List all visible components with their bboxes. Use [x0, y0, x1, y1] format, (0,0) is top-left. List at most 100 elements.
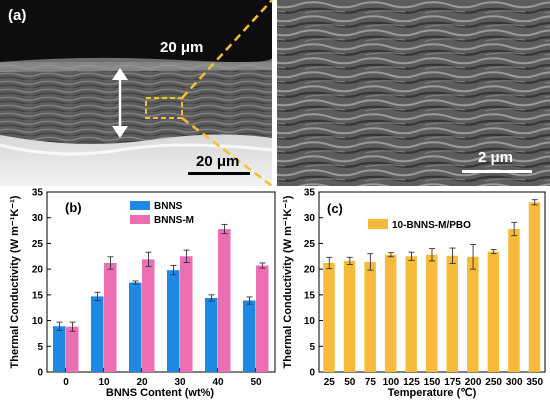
error-bar — [490, 249, 497, 255]
bar-bnns — [243, 300, 256, 372]
error-bar — [170, 265, 177, 276]
scale-label-top: 20 μm — [160, 39, 203, 56]
error-bar — [183, 249, 190, 263]
bar-10-bnns-m-pbo — [364, 261, 376, 372]
legend-label-10-bnns-m-pbo: 10-BNNS-M/PBO — [392, 220, 471, 231]
x-tick-label: 75 — [365, 377, 377, 388]
y-tick-label: 0 — [37, 368, 43, 379]
bar-bnns-m — [66, 326, 79, 372]
bar-bnns-m — [142, 259, 155, 372]
zoom-region-box — [145, 97, 183, 119]
y-tick-label: 30 — [32, 213, 44, 224]
chart-c: (c) 0 5 10 15 20 25 30 35 25 50 75 100 125 150 175 200… — [282, 188, 546, 399]
zoom-callout-line-bottom — [181, 117, 273, 187]
sem-image-zoom — [277, 0, 550, 186]
error-bar — [221, 223, 228, 235]
x-tick-label: 40 — [212, 377, 224, 388]
panel-a-label: (a) — [8, 7, 26, 24]
chart-c-ylabel: Thermal Conductivity (W m⁻¹K⁻¹) — [282, 195, 294, 368]
bar-10-bnns-m-pbo — [426, 254, 438, 372]
error-bar — [531, 199, 538, 206]
y-tick-label: 20 — [304, 265, 316, 276]
bar-10-bnns-m-pbo — [487, 251, 500, 372]
legend-swatch-bnns — [130, 201, 150, 210]
error-bar — [326, 256, 333, 270]
x-tick-label: 200 — [465, 377, 482, 388]
y-tick-label: 10 — [32, 316, 44, 327]
bar-bnns — [53, 326, 66, 372]
bar-10-bnns-m-pbo — [405, 256, 417, 372]
error-bar — [69, 321, 76, 332]
legend-swatch-10-bnns-m-pbo — [368, 219, 388, 229]
chart-c-panel-label: (c) — [327, 201, 343, 216]
error-bar — [208, 294, 215, 302]
bar-10-bnns-m-pbo — [384, 254, 397, 372]
y-tick-label: 30 — [304, 213, 316, 224]
error-bar — [56, 321, 63, 331]
bar-10-bnns-m-pbo — [528, 202, 541, 372]
chart-b-xlabel: BNNS Content (wt%) — [106, 387, 214, 399]
y-tick-label: 0 — [309, 368, 315, 379]
sem-image-cross-section — [0, 0, 273, 186]
bar-bnns-m — [180, 256, 193, 372]
x-tick-label: 300 — [506, 377, 523, 388]
bar-10-bnns-m-pbo — [508, 229, 520, 372]
y-tick-label: 25 — [32, 239, 44, 250]
error-bar — [408, 251, 415, 261]
x-tick-label: 175 — [444, 377, 461, 388]
bar-bnns — [129, 282, 142, 372]
y-tick-label: 35 — [304, 188, 316, 199]
error-bar — [429, 248, 435, 262]
chart-b-frame — [46, 191, 276, 373]
bar-bnns-m — [104, 262, 117, 372]
y-tick-label: 15 — [304, 290, 316, 301]
y-tick-label: 10 — [304, 316, 316, 327]
zoom-callout-line-top — [181, 0, 273, 99]
chart-b-panel-label: (b) — [65, 200, 82, 215]
bar-bnns-m — [218, 229, 231, 372]
x-tick-label: 10 — [98, 377, 110, 388]
chart-b-ylabel: Thermal Conductivity (W m⁻¹K⁻¹) — [9, 195, 21, 368]
error-bar — [132, 280, 139, 285]
bar-10-bnns-m-pbo — [446, 255, 459, 372]
bar-10-bnns-m-pbo — [323, 262, 335, 372]
error-bar — [145, 251, 152, 268]
bar-bnns — [205, 297, 218, 372]
x-tick-label: 150 — [424, 377, 441, 388]
bar-10-bnns-m-pbo — [467, 256, 479, 372]
chart-b: (b) 0 5 10 15 20 25 30 35 0 10 20 30 40 50 BNNS BNNS… — [9, 188, 276, 399]
legend-label-bnns-m: BNNS-M — [154, 215, 194, 226]
scale-bar-bottom — [188, 172, 250, 175]
x-tick-label: 250 — [485, 377, 502, 388]
chart-c-legend: 10-BNNS-M/PBO — [368, 219, 471, 231]
thickness-arrow — [112, 68, 128, 138]
error-bar — [94, 291, 101, 301]
x-tick-label: 50 — [344, 377, 356, 388]
y-tick-label: 5 — [309, 342, 315, 353]
scale-label-zoom: 2 μm — [478, 149, 513, 166]
error-bar — [346, 256, 353, 265]
x-tick-label: 0 — [63, 377, 69, 388]
x-tick-label: 20 — [136, 377, 148, 388]
legend-label-bnns: BNNS — [154, 201, 183, 212]
x-tick-label: 30 — [174, 377, 186, 388]
bar-10-bnns-m-pbo — [343, 260, 356, 372]
error-bar — [511, 221, 518, 237]
x-tick-label: 125 — [403, 377, 420, 388]
x-tick-label: 350 — [526, 377, 543, 388]
y-tick-label: 15 — [32, 290, 44, 301]
bar-bnns — [91, 296, 104, 372]
scale-bar-zoom — [462, 170, 532, 173]
error-bar — [107, 256, 114, 270]
x-tick-label: 25 — [324, 377, 336, 388]
x-tick-label: 100 — [383, 377, 400, 388]
chart-b-legend: BNNS BNNS-M — [130, 201, 194, 226]
y-tick-label: 25 — [304, 239, 316, 250]
bar-bnns — [167, 270, 180, 372]
legend-swatch-bnns-m — [130, 215, 150, 224]
y-tick-label: 35 — [32, 188, 44, 199]
error-bar — [246, 296, 253, 305]
error-bar — [367, 253, 374, 271]
error-bar — [259, 262, 266, 269]
